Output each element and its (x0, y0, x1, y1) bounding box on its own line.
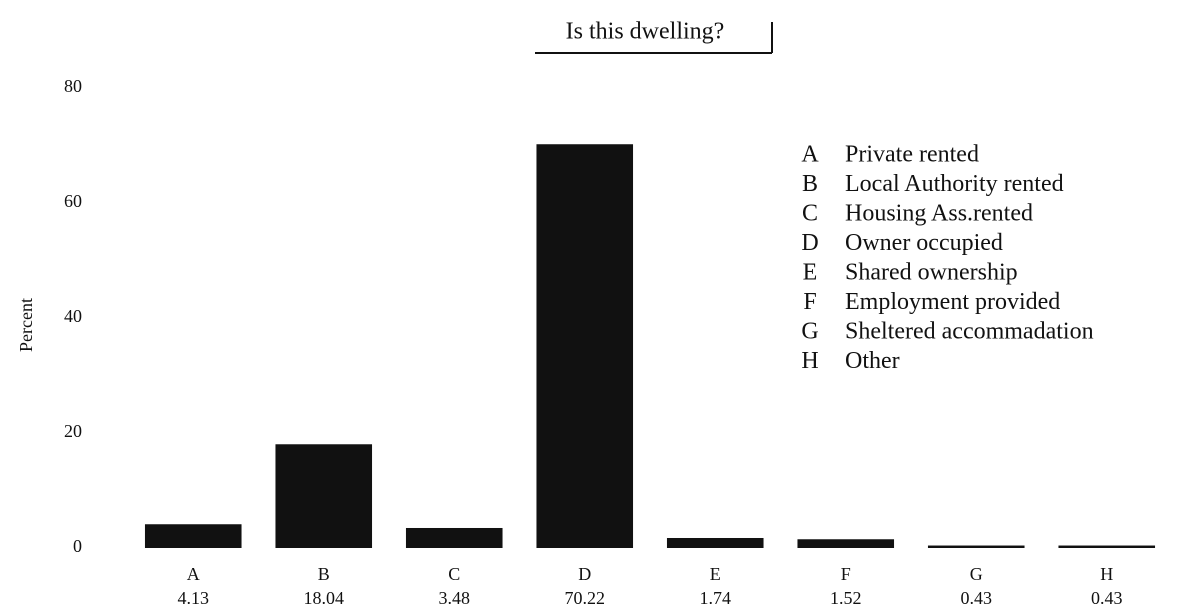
legend-key: A (801, 142, 819, 168)
legend-key: G (801, 319, 818, 345)
legend-key: F (803, 289, 816, 315)
legend-key: E (803, 260, 818, 286)
bar (666, 537, 764, 548)
legend-label: Local Authority rented (845, 171, 1064, 197)
y-tick-label: 80 (64, 76, 82, 96)
legend-label: Sheltered accommadation (845, 319, 1094, 345)
y-tick-label: 40 (64, 306, 82, 326)
value-label: 1.74 (700, 588, 732, 608)
legend-label: Other (845, 348, 900, 374)
bar (927, 545, 1025, 548)
legend-key: D (801, 230, 818, 256)
x-tick-label: E (710, 564, 721, 584)
y-tick-label: 60 (64, 191, 82, 211)
chart-title: Is this dwelling? (566, 19, 725, 45)
value-label: 3.48 (439, 588, 471, 608)
value-label: 4.13 (178, 588, 210, 608)
x-tick-label: F (841, 564, 851, 584)
bar (1058, 545, 1156, 548)
legend-label: Owner occupied (845, 230, 1003, 256)
legend-key: H (801, 348, 818, 374)
legend-key: C (802, 201, 818, 227)
bar (797, 539, 895, 548)
x-tick-label: A (187, 564, 200, 584)
x-tick-label: C (448, 564, 460, 584)
value-label: 0.43 (1091, 588, 1123, 608)
x-tick-label: G (970, 564, 983, 584)
legend-label: Employment provided (845, 289, 1060, 315)
y-tick-label: 0 (73, 536, 82, 556)
value-label: 18.04 (304, 588, 345, 608)
x-tick-label: B (318, 564, 330, 584)
y-axis-label: Percent (16, 298, 36, 352)
legend-key: B (802, 171, 818, 197)
bar (144, 524, 242, 548)
value-label: 0.43 (961, 588, 993, 608)
value-label: 1.52 (830, 588, 862, 608)
y-tick-label: 20 (64, 421, 82, 441)
legend-label: Shared ownership (845, 260, 1018, 286)
x-tick-label: H (1100, 564, 1113, 584)
x-tick-label: D (578, 564, 591, 584)
legend-label: Private rented (845, 142, 979, 168)
bar (275, 444, 373, 548)
legend-label: Housing Ass.rented (845, 201, 1033, 227)
value-label: 70.22 (565, 588, 606, 608)
bar (405, 527, 503, 548)
bar (536, 144, 634, 549)
